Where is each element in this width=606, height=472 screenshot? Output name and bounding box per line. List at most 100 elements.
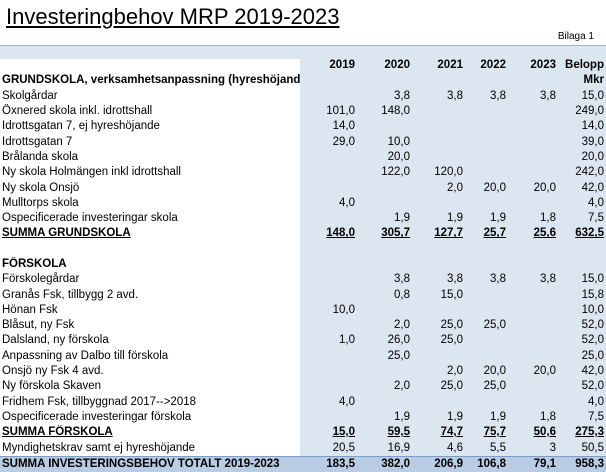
- cell: 25,7: [465, 226, 508, 242]
- cell: 10,0: [357, 134, 412, 150]
- value: 25,0: [483, 319, 506, 332]
- cell: [508, 119, 558, 135]
- cell: [465, 333, 508, 349]
- cell: [465, 73, 508, 89]
- cell: [412, 149, 465, 166]
- row-label: Idrottsgatan 7, ej hyreshöjande: [2, 120, 160, 133]
- table-row: Mulltorps skola 4,0 4,0: [0, 195, 606, 211]
- cell: 74,7: [412, 425, 465, 441]
- cell: [508, 379, 558, 395]
- column-header: Belopp: [558, 58, 606, 74]
- cell: [300, 149, 357, 166]
- cell: [357, 119, 412, 135]
- value: 3,8: [490, 89, 506, 102]
- band: [0, 45, 606, 59]
- cell: 75,7: [465, 425, 508, 441]
- cell: 4,0: [558, 394, 606, 410]
- cell: [412, 195, 465, 211]
- cell: [412, 256, 465, 273]
- row-label: Dalsland, ny förskola: [2, 334, 109, 347]
- cell: [300, 379, 357, 395]
- row-label: Onsjö ny Fsk 4 avd.: [2, 365, 104, 378]
- value: 10,0: [332, 303, 355, 316]
- cell: [300, 348, 357, 364]
- cell: [300, 256, 357, 273]
- value: 382,0: [381, 457, 410, 470]
- cell: [412, 103, 465, 120]
- value: 52,0: [581, 319, 604, 332]
- row-label: SUMMA GRUNDSKOLA: [2, 227, 131, 240]
- value: 50,6: [533, 426, 556, 439]
- cell: 101,0: [300, 103, 357, 120]
- value: 1,8: [540, 212, 556, 225]
- cell: 3,8: [357, 272, 412, 288]
- cell: [465, 134, 508, 150]
- value: 120,0: [434, 166, 463, 179]
- cell: 3: [508, 440, 558, 457]
- cell: [508, 256, 558, 273]
- value: 7,5: [588, 212, 604, 225]
- title: Investeringbehov MRP 2019-2023: [6, 4, 340, 29]
- value: 20,0: [483, 365, 506, 378]
- cell: [357, 73, 412, 89]
- value: 20,0: [533, 181, 556, 194]
- cell: 4,0: [558, 195, 606, 211]
- cell: [300, 180, 357, 196]
- column-header: 2020: [357, 58, 412, 74]
- cell: [465, 348, 508, 364]
- cell: 7,5: [558, 210, 606, 227]
- row-label: Mulltorps skola: [2, 196, 79, 209]
- value: 75,7: [483, 426, 506, 439]
- table-row: Hönan Fsk 10,0 10,0: [0, 302, 606, 319]
- table-row: FÖRSKOLA: [0, 256, 606, 273]
- cell: [0, 58, 300, 73]
- cell: 20,0: [357, 149, 412, 166]
- value: 3,8: [540, 89, 556, 102]
- cell: [412, 394, 465, 410]
- value: 1,9: [394, 212, 410, 225]
- cell: [508, 302, 558, 319]
- table-row: [0, 241, 606, 257]
- value: 15,0: [581, 89, 604, 102]
- cell: 25,0: [465, 318, 508, 334]
- value: 10,0: [581, 303, 604, 316]
- value: 29,0: [332, 135, 355, 148]
- value: 25,6: [533, 227, 556, 240]
- cell: 5,5: [465, 440, 508, 457]
- value: 305,7: [381, 227, 410, 240]
- cell: [508, 103, 558, 120]
- cell: [465, 119, 508, 135]
- table-row: Idrottsgatan 7, ej hyreshöjande 14,0 14,0: [0, 119, 606, 135]
- cell: 3,8: [465, 88, 508, 104]
- table-row: Idrottsgatan 7 29,0 10,0 39,0: [0, 134, 606, 150]
- cell: 2,0: [412, 180, 465, 196]
- cell: 3,8: [357, 88, 412, 104]
- cell: [465, 256, 508, 273]
- value: 2,0: [394, 380, 410, 393]
- cell: [357, 195, 412, 211]
- row-label: Myndighetskrav samt ej hyreshöjande: [2, 441, 196, 454]
- cell: [300, 210, 357, 227]
- cell: 59,5: [357, 425, 412, 441]
- cell: 148,0: [300, 226, 357, 242]
- value: 25,7: [483, 227, 506, 240]
- section-heading: GRUNDSKOLA, verksamhetsanpassning (hyres…: [2, 74, 300, 87]
- cell: 16,9: [357, 440, 412, 457]
- row-label: Ny skola Holmängen inkl idrottshall: [2, 166, 181, 179]
- value: 50,5: [581, 441, 604, 454]
- value: 26,0: [387, 334, 410, 347]
- cell: 79,1: [508, 455, 558, 472]
- table-row: Skolgårdar 3,8 3,8 3,8 3,8 15,0: [0, 88, 606, 104]
- value: 958,3: [575, 457, 604, 470]
- value: 183,5: [326, 457, 355, 470]
- cell: [300, 165, 357, 181]
- value: 25,0: [440, 334, 463, 347]
- table-row: Onsjö ny Fsk 4 avd. 2,0 20,0 20,0 42,0: [0, 363, 606, 380]
- value: 7,5: [588, 410, 604, 423]
- value: 20,0: [533, 365, 556, 378]
- cell: 42,0: [558, 363, 606, 380]
- value: 25,0: [483, 380, 506, 393]
- cell: 2,0: [412, 363, 465, 380]
- table-row: Ny skola Onsjö 2,0 20,0 20,0 42,0: [0, 180, 606, 196]
- cell: [0, 242, 300, 257]
